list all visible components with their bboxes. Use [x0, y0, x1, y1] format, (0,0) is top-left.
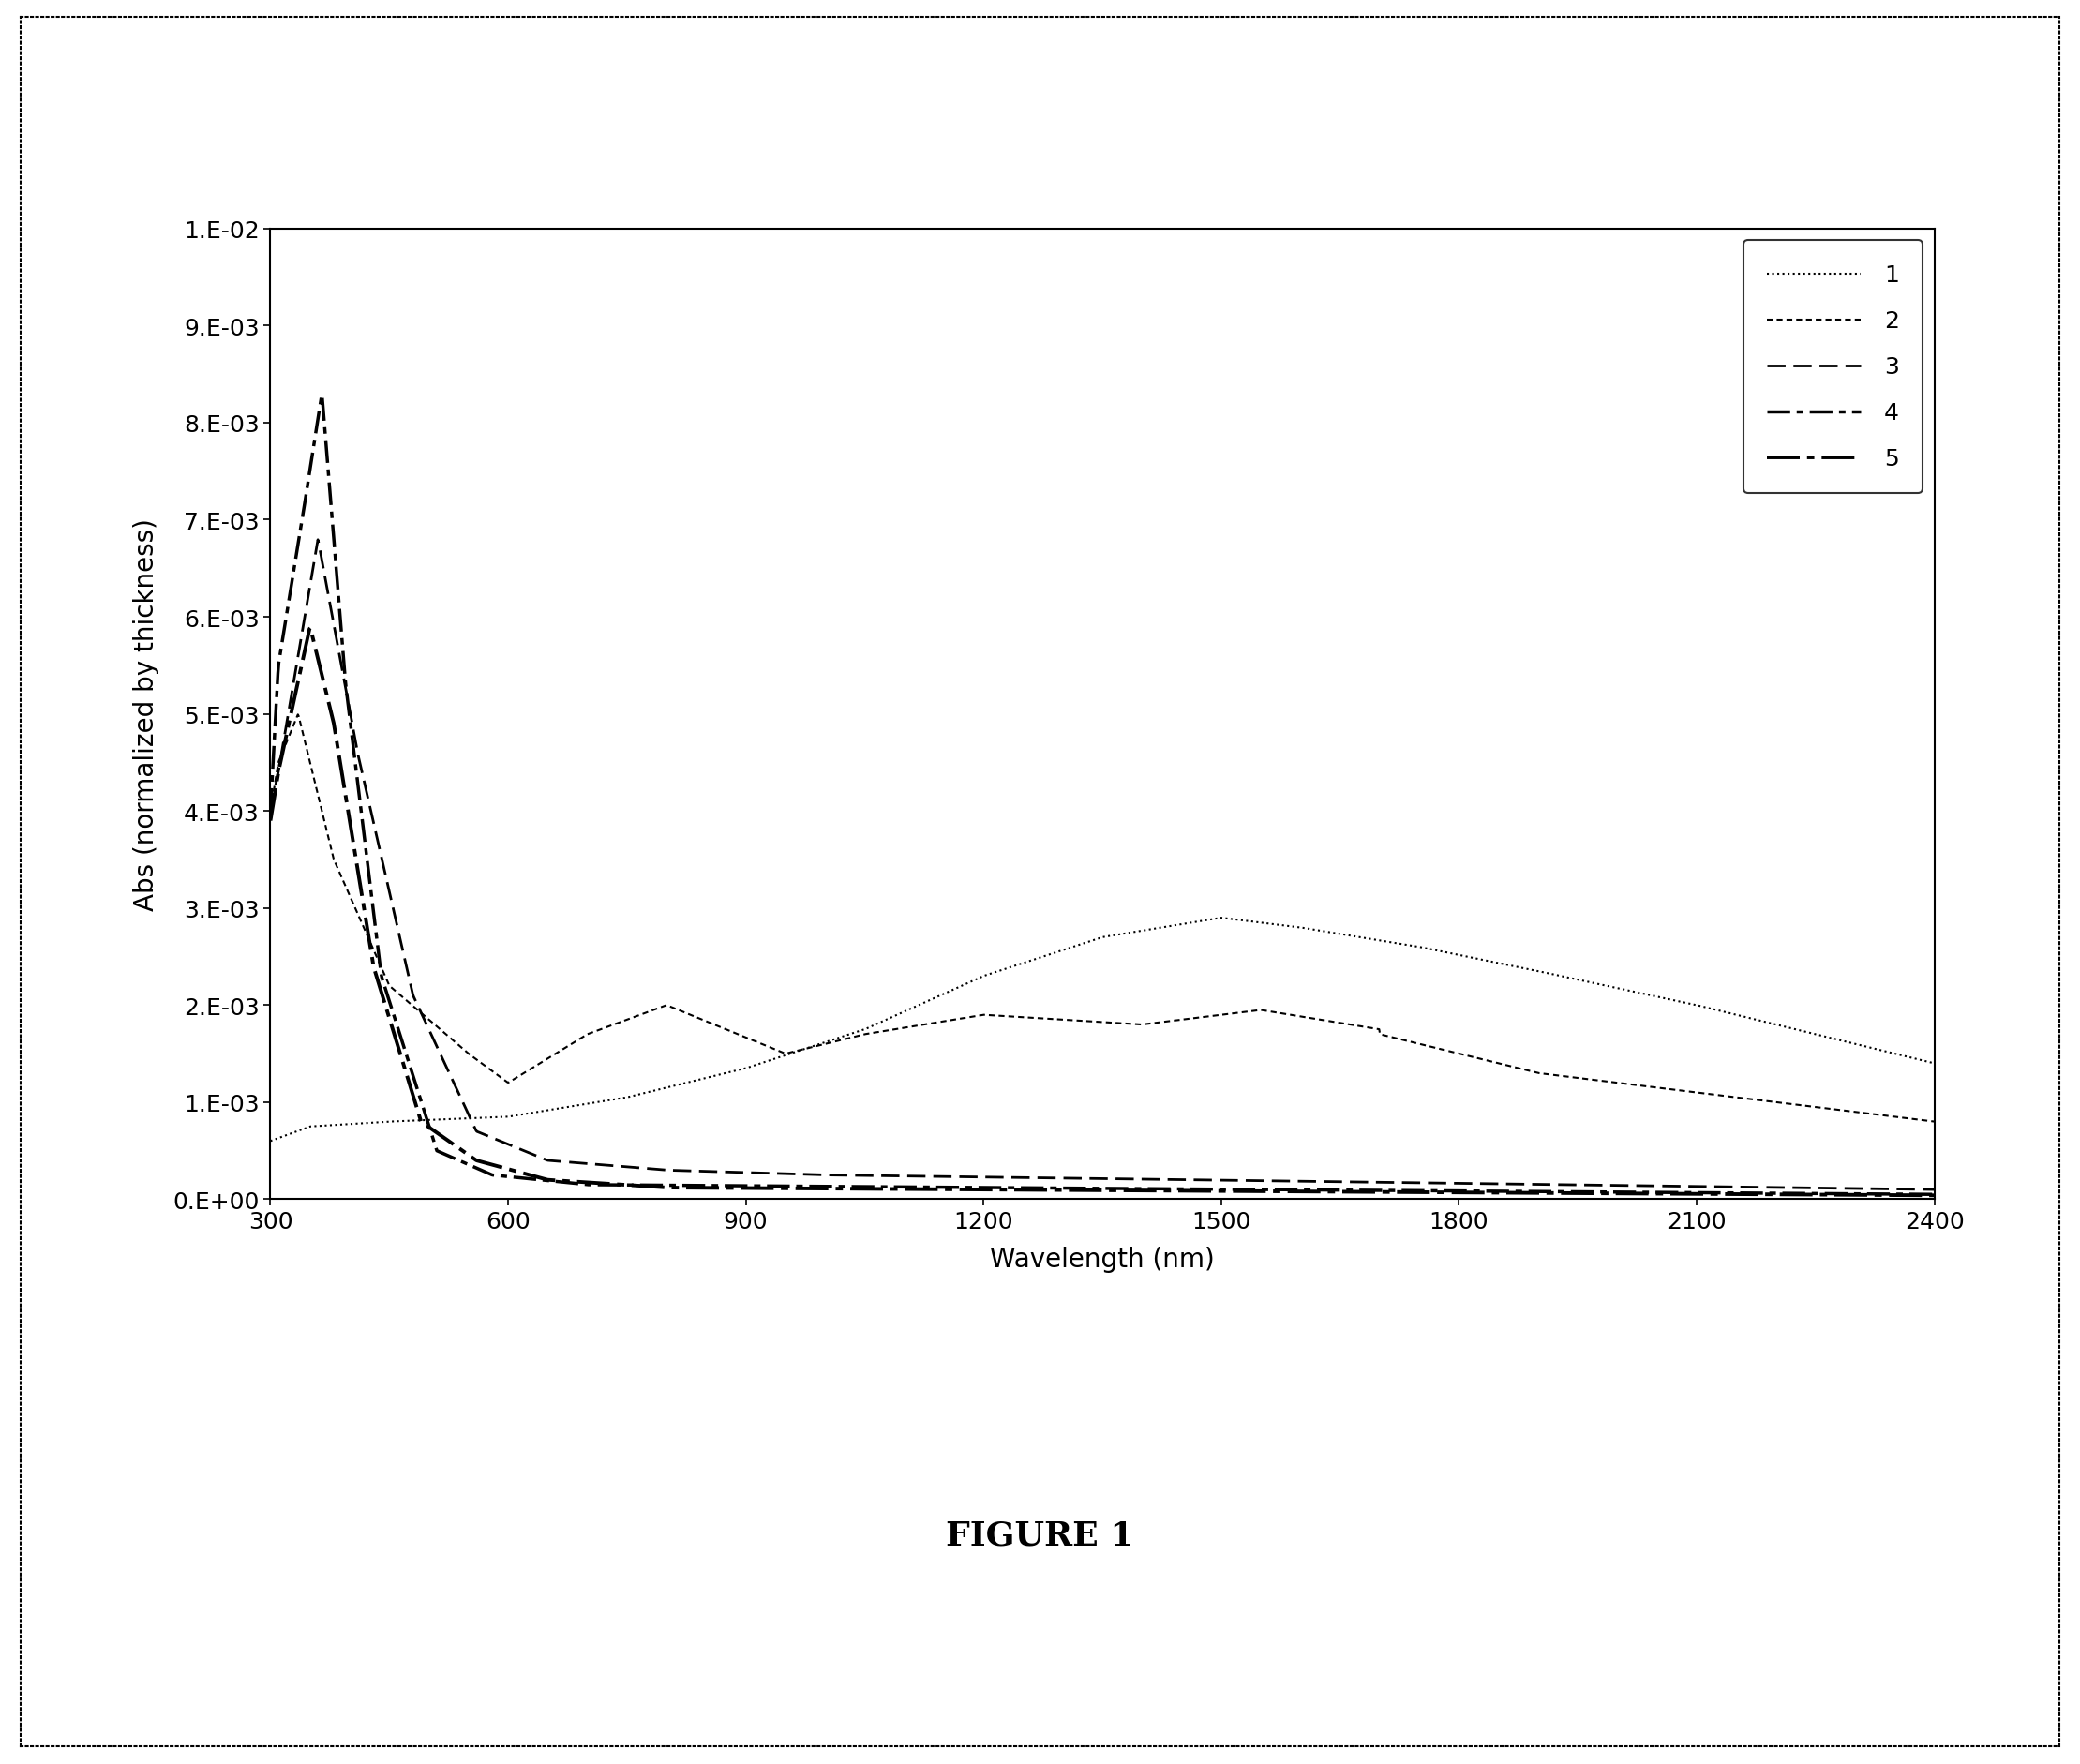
Y-axis label: Abs (normalized by thickness): Abs (normalized by thickness) — [133, 519, 160, 910]
1 — [1922, 1053, 1947, 1074]
3 — [343, 736, 368, 757]
3 — [1922, 1178, 1947, 1200]
5 — [1922, 1185, 1947, 1207]
3 — [1067, 1168, 1092, 1189]
2 — [1922, 1111, 1947, 1132]
4 — [1067, 1178, 1092, 1200]
5 — [1023, 1180, 1048, 1201]
5 — [1874, 1185, 1899, 1207]
3 — [1874, 1178, 1899, 1200]
Line: 2: 2 — [270, 714, 1934, 1122]
3 — [1023, 1168, 1048, 1189]
1 — [1874, 1041, 1899, 1062]
1 — [1067, 935, 1092, 956]
2 — [258, 801, 283, 822]
4 — [258, 801, 283, 822]
4 — [1568, 1182, 1593, 1203]
4 — [310, 385, 335, 406]
3 — [1568, 1175, 1593, 1196]
5 — [1874, 1185, 1899, 1207]
2 — [1067, 1011, 1092, 1032]
Text: FIGURE 1: FIGURE 1 — [946, 1519, 1134, 1551]
5 — [343, 850, 368, 871]
4 — [1874, 1184, 1899, 1205]
1 — [1208, 908, 1233, 930]
Line: 1: 1 — [270, 919, 1934, 1141]
Line: 3: 3 — [270, 540, 1934, 1189]
4 — [1922, 1184, 1947, 1205]
4 — [1023, 1178, 1048, 1200]
2 — [1874, 1106, 1899, 1127]
5 — [1067, 1180, 1092, 1201]
1 — [258, 1131, 283, 1152]
Line: 4: 4 — [270, 395, 1934, 1194]
2 — [1023, 1007, 1048, 1028]
5 — [297, 617, 322, 639]
1 — [1874, 1041, 1899, 1062]
5 — [258, 810, 283, 831]
4 — [1874, 1184, 1899, 1205]
X-axis label: Wavelength (nm): Wavelength (nm) — [990, 1245, 1215, 1272]
1 — [1023, 949, 1048, 970]
2 — [1568, 1069, 1593, 1090]
3 — [258, 801, 283, 822]
1 — [1568, 970, 1593, 991]
5 — [1568, 1184, 1593, 1205]
2 — [285, 704, 310, 725]
2 — [343, 900, 368, 921]
Legend: 1, 2, 3, 4, 5: 1, 2, 3, 4, 5 — [1743, 242, 1922, 494]
4 — [343, 760, 368, 781]
3 — [306, 529, 331, 550]
3 — [1874, 1178, 1899, 1200]
1 — [343, 1113, 368, 1134]
2 — [1874, 1106, 1899, 1127]
Line: 5: 5 — [270, 628, 1934, 1196]
